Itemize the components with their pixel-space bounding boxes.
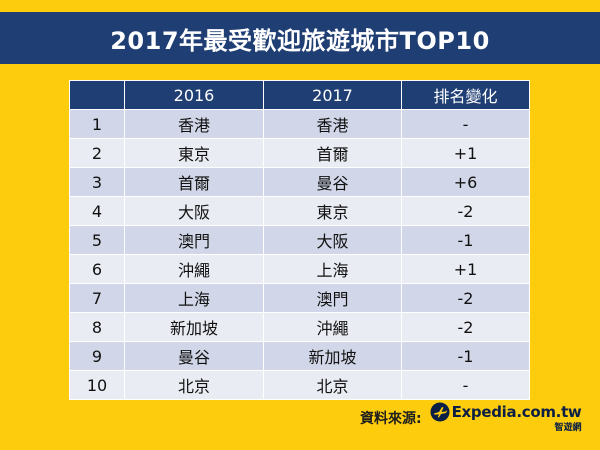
city-2016-cell: 上海 (124, 283, 264, 313)
city-2016-cell: 首爾 (124, 167, 264, 197)
city-2017-cell: 香港 (263, 109, 402, 139)
table-row: 2 東京 首爾 +1 (69, 138, 530, 168)
expedia-logo: Expedia.com.tw 智遊網 (430, 402, 582, 433)
table-header-row: 2016 2017 排名變化 (69, 80, 530, 110)
rank-cell: 5 (69, 225, 125, 255)
logo-text: Expedia.com.tw (451, 403, 582, 421)
header-2016: 2016 (124, 80, 264, 110)
city-2016-cell: 香港 (124, 109, 264, 139)
city-2017-cell: 北京 (263, 370, 402, 400)
change-cell: -2 (401, 312, 530, 342)
table-row: 10 北京 北京 - (69, 370, 530, 400)
header-rank-change: 排名變化 (401, 80, 530, 110)
city-2016-cell: 北京 (124, 370, 264, 400)
city-2017-cell: 東京 (263, 196, 402, 226)
city-2017-cell: 上海 (263, 254, 402, 284)
city-2016-cell: 澳門 (124, 225, 264, 255)
change-cell: +6 (401, 167, 530, 197)
change-cell: - (401, 370, 530, 400)
change-cell: - (401, 109, 530, 139)
plane-globe-icon (430, 402, 450, 422)
table-row: 7 上海 澳門 -2 (69, 283, 530, 313)
header-2017: 2017 (263, 80, 402, 110)
change-cell: -1 (401, 341, 530, 371)
table-row: 6 沖繩 上海 +1 (69, 254, 530, 284)
rank-cell: 3 (69, 167, 125, 197)
table-row: 9 曼谷 新加坡 -1 (69, 341, 530, 371)
rank-cell: 8 (69, 312, 125, 342)
page-title: 2017年最受歡迎旅遊城市TOP10 (110, 26, 490, 55)
table-row: 1 香港 香港 - (69, 109, 530, 139)
source-label: 資料來源: (360, 410, 422, 427)
change-cell: -1 (401, 225, 530, 255)
rank-cell: 10 (69, 370, 125, 400)
city-2016-cell: 沖繩 (124, 254, 264, 284)
rank-cell: 9 (69, 341, 125, 371)
rank-cell: 2 (69, 138, 125, 168)
logo-subtext: 智遊網 (554, 423, 582, 433)
ranking-table-container: 2016 2017 排名變化 1 香港 香港 - 2 東京 首爾 +1 3 首爾… (69, 80, 530, 400)
rank-cell: 4 (69, 196, 125, 226)
rank-cell: 1 (69, 109, 125, 139)
city-2017-cell: 沖繩 (263, 312, 402, 342)
city-2016-cell: 曼谷 (124, 341, 264, 371)
change-cell: +1 (401, 138, 530, 168)
city-2017-cell: 澳門 (263, 283, 402, 313)
change-cell: -2 (401, 196, 530, 226)
title-bar: 2017年最受歡迎旅遊城市TOP10 (0, 12, 600, 64)
source-attribution: 資料來源: Expedia.com.tw 智遊網 (360, 402, 582, 433)
city-2016-cell: 大阪 (124, 196, 264, 226)
change-cell: -2 (401, 283, 530, 313)
table-row: 3 首爾 曼谷 +6 (69, 167, 530, 197)
table-row: 8 新加坡 沖繩 -2 (69, 312, 530, 342)
ranking-table: 2016 2017 排名變化 1 香港 香港 - 2 東京 首爾 +1 3 首爾… (69, 80, 530, 400)
city-2016-cell: 新加坡 (124, 312, 264, 342)
city-2016-cell: 東京 (124, 138, 264, 168)
rank-cell: 6 (69, 254, 125, 284)
header-rank (69, 80, 125, 110)
city-2017-cell: 新加坡 (263, 341, 402, 371)
city-2017-cell: 曼谷 (263, 167, 402, 197)
city-2017-cell: 首爾 (263, 138, 402, 168)
table-row: 4 大阪 東京 -2 (69, 196, 530, 226)
rank-cell: 7 (69, 283, 125, 313)
city-2017-cell: 大阪 (263, 225, 402, 255)
table-row: 5 澳門 大阪 -1 (69, 225, 530, 255)
change-cell: +1 (401, 254, 530, 284)
